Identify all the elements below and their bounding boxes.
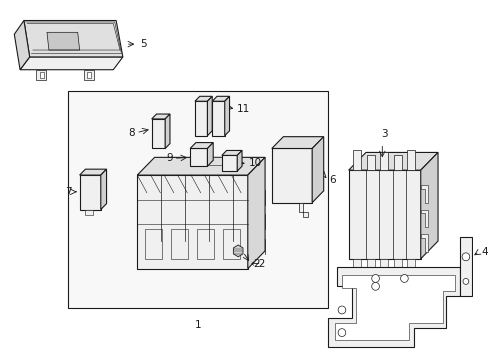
Polygon shape xyxy=(335,275,454,339)
Polygon shape xyxy=(195,96,212,101)
Polygon shape xyxy=(137,157,264,175)
Polygon shape xyxy=(279,203,308,217)
Polygon shape xyxy=(237,150,242,171)
Text: 11: 11 xyxy=(237,104,250,114)
Circle shape xyxy=(371,275,379,282)
Text: 7: 7 xyxy=(65,187,72,197)
Bar xyxy=(407,150,414,170)
Bar xyxy=(223,229,240,259)
Bar xyxy=(190,148,207,166)
Bar xyxy=(68,91,327,308)
Bar xyxy=(353,150,361,170)
Polygon shape xyxy=(348,152,437,170)
Circle shape xyxy=(337,306,345,314)
Bar xyxy=(80,175,101,210)
Bar xyxy=(171,229,188,259)
Polygon shape xyxy=(20,57,122,70)
Polygon shape xyxy=(36,70,46,80)
Bar xyxy=(212,101,224,136)
Text: 6: 6 xyxy=(329,175,335,185)
Polygon shape xyxy=(84,70,94,80)
Circle shape xyxy=(337,329,345,337)
Polygon shape xyxy=(247,157,264,269)
Polygon shape xyxy=(190,143,213,148)
Bar xyxy=(271,148,311,203)
Bar xyxy=(222,156,237,171)
Bar xyxy=(137,175,247,269)
Circle shape xyxy=(461,253,469,261)
Bar xyxy=(195,101,207,136)
Bar xyxy=(40,72,44,78)
Text: 8: 8 xyxy=(128,128,135,138)
Polygon shape xyxy=(420,210,427,227)
Polygon shape xyxy=(233,245,243,257)
Bar xyxy=(197,229,214,259)
Text: ←2: ←2 xyxy=(250,259,265,269)
Polygon shape xyxy=(224,96,229,136)
Polygon shape xyxy=(207,96,212,136)
Text: 9: 9 xyxy=(166,153,172,163)
Bar xyxy=(380,259,387,269)
Polygon shape xyxy=(193,157,222,165)
Circle shape xyxy=(462,278,468,284)
Text: 10: 10 xyxy=(248,158,262,168)
Text: 1: 1 xyxy=(194,320,201,330)
Bar xyxy=(151,119,165,148)
Text: 4: 4 xyxy=(480,247,487,257)
Bar xyxy=(366,156,374,170)
Polygon shape xyxy=(420,234,427,252)
Bar xyxy=(353,259,361,269)
Polygon shape xyxy=(101,169,106,210)
Text: 5: 5 xyxy=(140,39,146,49)
Polygon shape xyxy=(311,137,323,203)
Polygon shape xyxy=(47,32,80,50)
Polygon shape xyxy=(80,169,106,175)
Bar xyxy=(393,259,401,269)
Bar xyxy=(393,156,401,170)
Polygon shape xyxy=(207,143,213,166)
Polygon shape xyxy=(14,21,30,70)
Circle shape xyxy=(371,282,379,290)
Polygon shape xyxy=(459,237,471,296)
Bar xyxy=(87,72,91,78)
Polygon shape xyxy=(222,150,242,156)
Text: 2: 2 xyxy=(253,259,260,269)
Polygon shape xyxy=(420,185,427,203)
Polygon shape xyxy=(165,114,170,148)
Circle shape xyxy=(400,275,407,282)
Bar xyxy=(380,152,387,170)
Polygon shape xyxy=(151,114,170,119)
Bar xyxy=(85,210,93,215)
Text: 3: 3 xyxy=(380,129,387,139)
Polygon shape xyxy=(24,21,122,57)
Bar xyxy=(348,170,420,259)
Polygon shape xyxy=(327,267,459,347)
Polygon shape xyxy=(271,137,323,148)
Polygon shape xyxy=(420,152,437,259)
Polygon shape xyxy=(212,96,229,101)
Bar xyxy=(407,259,414,269)
Bar xyxy=(144,229,162,259)
Bar xyxy=(366,259,374,269)
